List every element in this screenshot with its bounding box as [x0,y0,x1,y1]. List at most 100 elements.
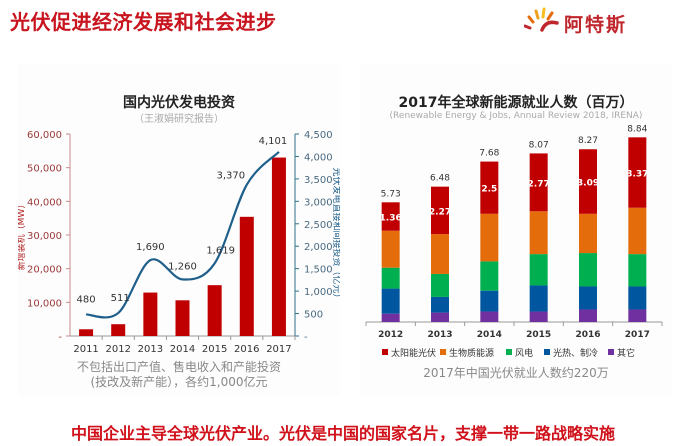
company-logo: 阿特斯 [523,6,674,36]
bar [143,292,158,336]
stacked-bar-segment [480,261,499,291]
line-data-label: 480 [77,294,96,305]
stacked-bar-segment [431,186,449,235]
line-data-label: 3,370 [216,171,245,182]
stacked-bar-segment [628,137,647,208]
line-data-label: 1,619 [206,245,235,256]
bar [175,300,190,336]
line-data-label: 1,690 [136,242,165,253]
x-tick-label: 2013 [427,330,452,340]
left-y-axis-title: 新增装机（MW） [18,200,27,271]
x-tick-label: 2014 [170,344,195,354]
employment-chart-panel: 2017年全球新能源就业人数（百万） (Renewable Energy & J… [360,64,672,396]
right-y-tick-label: 4,500 [304,130,333,141]
stacked-bar-segment [381,288,400,314]
stacked-bar-segment [628,254,647,287]
right-y-axis-title: 光伏发电直接和间接投资（亿元） [331,167,340,302]
left-y-tick-label: 60,000 [27,130,62,141]
right-y-tick-label: 4,000 [304,152,333,163]
stacked-bar-segment [579,253,597,287]
segment-data-label: 3.09 [577,179,599,189]
right-y-tick-label: 3,500 [304,175,333,186]
segment-data-label: 1.36 [380,214,402,224]
bar [271,157,286,336]
stacked-bar-segment [431,234,449,274]
legend-label: 生物质能源 [449,347,494,359]
stacked-bar-segment [579,286,597,310]
total-data-label: 8.27 [578,136,598,146]
chart-note-line2: (技改及新产能），各约1,000亿元 [90,375,268,389]
right-y-tick-label: 3,000 [304,197,333,208]
x-tick-label: 2011 [73,344,98,354]
investment-chart: - 10,000 20,000 30,000 40,000 50,000 60,000 新增装… [18,130,340,354]
legend-swatch [382,349,388,355]
legend-label: 其它 [617,347,635,359]
stacked-bar-segment [480,311,499,322]
bar [111,324,126,336]
stacked-bar-segment [529,285,548,312]
segment-data-label: 3.37 [626,170,648,180]
left-y-tick-label: 20,000 [27,265,62,276]
left-y-tick-label: 30,000 [27,231,62,242]
x-tick-label: 2013 [138,344,163,354]
line-data-label: 511 [111,293,130,304]
x-tick-label: 2012 [105,344,130,354]
bar [239,216,254,336]
stacked-bar-segment [579,213,597,254]
x-tick-label: 2015 [526,330,551,340]
total-data-label: 5.73 [381,189,401,199]
stacked-bar-segment [529,211,548,255]
stacked-bar-segment [628,309,647,322]
right-y-tick-label: 1,000 [304,287,333,298]
x-tick-label: 2014 [477,330,502,340]
line-data-label: 1,260 [168,261,197,272]
x-tick-label: 2017 [266,344,291,354]
legend-swatch [440,349,446,355]
right-y-tick-label: 2,500 [304,220,333,231]
left-y-tick-label: - [58,332,62,343]
x-tick-label: 2016 [234,344,259,354]
bar [79,329,94,336]
x-tick-label: 2016 [575,330,600,340]
legend-label: 太阳能光伏 [391,347,436,359]
stacked-bar-segment [628,286,647,310]
total-data-label: 6.48 [430,174,450,184]
stacked-bar-segment [381,202,400,231]
stacked-bar-segment [381,267,400,289]
stacked-bar-segment [480,290,499,312]
stacked-bar-segment [529,254,548,286]
left-y-tick-label: 50,000 [27,164,62,175]
x-tick-label: 2017 [625,330,650,340]
investment-line [85,151,280,319]
bar [207,285,222,336]
chart-subtitle: （王淑娟研究报告） [134,114,224,125]
stacked-bar-segment [529,311,548,322]
legend-swatch [506,349,512,355]
investment-chart-panel: 国内光伏发电投资 （王淑娟研究报告） - 10,000 20,000 30,000 40… [18,64,340,396]
stacked-bar-segment [431,273,449,297]
stacked-bar-segment [381,313,400,322]
legend-label: 风电 [515,347,533,359]
legend-label: 光热、制冷 [553,347,598,359]
page-title: 光伏促进经济发展和社会进步 [10,10,277,34]
stacked-bar-segment [628,207,647,255]
logo-text: 阿特斯 [564,14,628,36]
stacked-bar-segment [480,213,499,262]
footer-slogan: 中国企业主导全球光伏产业。光伏是中国的国家名片，支撑一带一路战略实施 [70,424,615,443]
segment-data-label: 2.77 [528,179,550,189]
x-tick-label: 2015 [202,344,227,354]
stacked-bar-segment [480,161,499,214]
stacked-bar-segment [431,312,449,322]
right-y-tick-label: - [304,332,308,343]
legend-swatch [544,349,550,355]
left-y-tick-label: 40,000 [27,197,62,208]
right-y-tick-label: 1,500 [304,265,333,276]
stacked-bar-segment [579,149,597,214]
sunrise-logo-icon [523,7,559,32]
chart-note: 2017年中国光伏就业人数约220万 [423,366,609,380]
right-y-tick-label: 2,000 [304,242,333,253]
stacked-bar-segment [579,309,597,322]
right-y-tick-label: 500 [304,310,323,321]
chart-title: 2017年全球新能源就业人数（百万） [398,95,634,111]
employment-chart: 1.36 5.73 2012 2.27 6.48 2013 2.5 7.68 2014 2.77 8… [365,124,663,359]
